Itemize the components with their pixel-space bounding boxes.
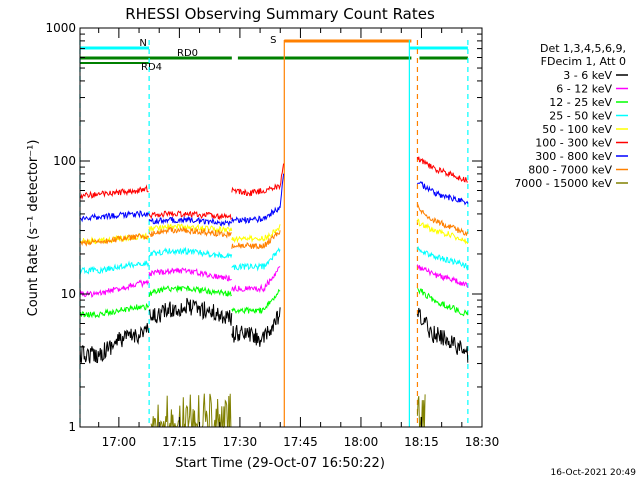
series-line-25-50-keV (231, 247, 281, 272)
night-flag-label: N (139, 38, 146, 49)
series-line-6-12-keV (416, 264, 469, 288)
flag-vertical-lines (79, 40, 469, 427)
series-line-3-6-keV (416, 307, 469, 363)
y-axis: 1 10 100 1000 (45, 21, 482, 434)
series-line-50-100-keV (416, 218, 469, 245)
series-line-12-25-keV (148, 285, 232, 298)
series-line-12-25-keV (231, 288, 281, 315)
plot-frame (79, 27, 483, 428)
series-line-3-6-keV (148, 297, 233, 326)
legend-entry-label: 3 - 6 keV (563, 69, 612, 82)
x-axis-label: Start Time (29-Oct-07 16:50:22) (175, 456, 385, 471)
x-tick-label: 17:30 (223, 435, 258, 449)
x-tick-label: 18:00 (344, 435, 379, 449)
series-line-800-7000-keV (79, 233, 150, 247)
chart-title: RHESSI Observing Summary Count Rates (125, 5, 435, 23)
y-tick-label: 100 (53, 154, 76, 168)
series-line-6-12-keV (79, 279, 150, 298)
series-line-25-50-keV (148, 246, 233, 259)
y-tick-label: 1000 (45, 21, 76, 35)
series-line-100-300-keV (79, 184, 149, 201)
legend-entry-label: 800 - 7000 keV (528, 164, 612, 177)
series-line-100-300-keV (148, 210, 233, 221)
x-axis: 17:00 17:15 17:30 17:45 18:00 18:15 18:30 (98, 28, 500, 449)
series-line-300-800-keV (417, 180, 469, 206)
rd0-flag-label: RD0 (177, 48, 198, 59)
flag-bars: N S RD0 RD4 (80, 35, 468, 73)
legend-entry-label: 100 - 300 keV (535, 137, 612, 150)
legend-entry-label: 7000 - 15000 keV (514, 177, 612, 190)
legend-entry-label: 50 - 100 keV (542, 123, 612, 136)
series-line-12-25-keV (79, 302, 150, 319)
legend-header-line: FDecim 1, Att 0 (541, 55, 626, 68)
series-line-100-300-keV (416, 156, 468, 183)
series-line-300-800-keV (148, 215, 233, 228)
series-line-6-12-keV (231, 266, 281, 294)
generation-timestamp: 16-Oct-2021 20:49 (551, 468, 637, 478)
legend-entry-label: 12 - 25 keV (549, 96, 612, 109)
series-line-100-300-keV (231, 163, 285, 197)
x-tick-label: 18:15 (404, 435, 439, 449)
legend-entry-label: 25 - 50 keV (549, 110, 612, 123)
x-tick-label: 17:15 (162, 435, 197, 449)
y-tick-label: 1 (68, 420, 76, 434)
x-tick-label: 17:45 (283, 435, 318, 449)
series-line-50-100-keV (79, 232, 150, 245)
rd4-flag-label: RD4 (141, 62, 162, 73)
legend-entry-label: 300 - 800 keV (535, 150, 612, 163)
x-tick-label: 18:30 (465, 435, 500, 449)
y-tick-label: 10 (61, 287, 76, 301)
series-lines (79, 156, 469, 429)
series-line-12-25-keV (417, 287, 469, 317)
series-line-6-12-keV (148, 267, 232, 282)
series-line-300-800-keV (231, 173, 285, 225)
x-tick-label: 17:00 (102, 435, 137, 449)
series-line-50-100-keV (231, 224, 281, 244)
legend-entry-label: 6 - 12 keV (556, 83, 612, 96)
legend: Det 1,3,4,5,6,9,FDecim 1, Att 03 - 6 keV… (514, 42, 628, 190)
legend-header-line: Det 1,3,4,5,6,9, (540, 42, 626, 55)
series-line-800-7000-keV (231, 230, 281, 250)
series-line-25-50-keV (79, 260, 150, 275)
series-line-800-7000-keV (148, 226, 232, 239)
saa-flag-label: S (270, 35, 276, 46)
series-line-25-50-keV (416, 246, 469, 272)
series-line-300-800-keV (79, 210, 150, 223)
series-line-3-6-keV (231, 307, 281, 347)
series-line-3-6-keV (79, 323, 150, 364)
y-axis-label: Count Rate (s⁻¹ detector⁻¹) (26, 140, 41, 317)
series-line-800-7000-keV (416, 203, 469, 236)
